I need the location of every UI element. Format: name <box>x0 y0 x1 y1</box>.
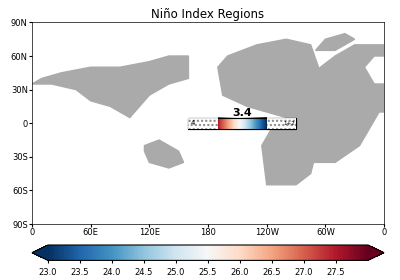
Polygon shape <box>291 56 379 162</box>
Text: 1+2: 1+2 <box>283 121 295 126</box>
Bar <box>188 118 218 129</box>
Bar <box>188 118 296 129</box>
Text: 4: 4 <box>191 120 196 126</box>
Bar <box>188 118 296 129</box>
Polygon shape <box>32 56 188 118</box>
PathPatch shape <box>368 245 384 260</box>
Polygon shape <box>374 84 384 112</box>
Text: 3.4: 3.4 <box>232 108 252 118</box>
Polygon shape <box>218 39 320 118</box>
Polygon shape <box>335 45 384 84</box>
Polygon shape <box>316 34 355 50</box>
Title: Niño Index Regions: Niño Index Regions <box>152 8 264 21</box>
Polygon shape <box>262 112 320 185</box>
PathPatch shape <box>32 245 48 260</box>
Polygon shape <box>144 140 184 168</box>
Bar <box>267 118 296 129</box>
